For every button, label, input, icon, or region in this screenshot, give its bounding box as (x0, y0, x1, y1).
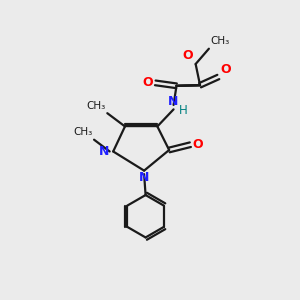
Text: CH₃: CH₃ (87, 101, 106, 111)
Text: O: O (142, 76, 153, 89)
Text: CH₃: CH₃ (73, 127, 93, 137)
Text: CH₃: CH₃ (210, 36, 230, 46)
Text: O: O (192, 138, 203, 151)
Text: N: N (99, 145, 110, 158)
Text: O: O (182, 49, 193, 62)
Text: H: H (179, 104, 188, 117)
Text: N: N (168, 95, 179, 109)
Text: O: O (220, 63, 231, 76)
Text: N: N (139, 171, 149, 184)
